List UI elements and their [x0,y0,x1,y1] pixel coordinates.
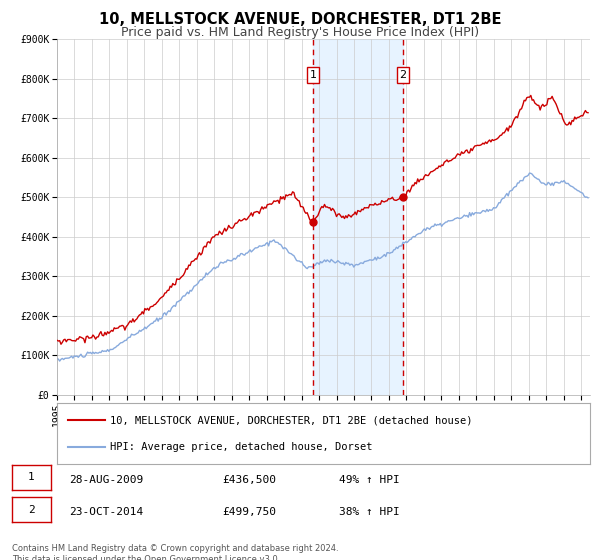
Bar [313,39,403,395]
Text: 1: 1 [28,473,35,482]
Text: 2: 2 [28,505,35,515]
Text: Contains HM Land Registry data © Crown copyright and database right 2024.
This d: Contains HM Land Registry data © Crown c… [12,544,338,560]
Text: 1: 1 [310,70,316,80]
Text: 49% ↑ HPI: 49% ↑ HPI [339,475,400,485]
Text: £499,750: £499,750 [222,507,276,517]
Text: 10, MELLSTOCK AVENUE, DORCHESTER, DT1 2BE (detached house): 10, MELLSTOCK AVENUE, DORCHESTER, DT1 2B… [110,415,473,425]
Text: 38% ↑ HPI: 38% ↑ HPI [339,507,400,517]
Text: £436,500: £436,500 [222,475,276,485]
Text: HPI: Average price, detached house, Dorset: HPI: Average price, detached house, Dors… [110,442,373,452]
Text: Price paid vs. HM Land Registry's House Price Index (HPI): Price paid vs. HM Land Registry's House … [121,26,479,39]
Text: 10, MELLSTOCK AVENUE, DORCHESTER, DT1 2BE: 10, MELLSTOCK AVENUE, DORCHESTER, DT1 2B… [99,12,501,27]
Text: 23-OCT-2014: 23-OCT-2014 [69,507,143,517]
Text: 28-AUG-2009: 28-AUG-2009 [69,475,143,485]
Text: 2: 2 [400,70,407,80]
